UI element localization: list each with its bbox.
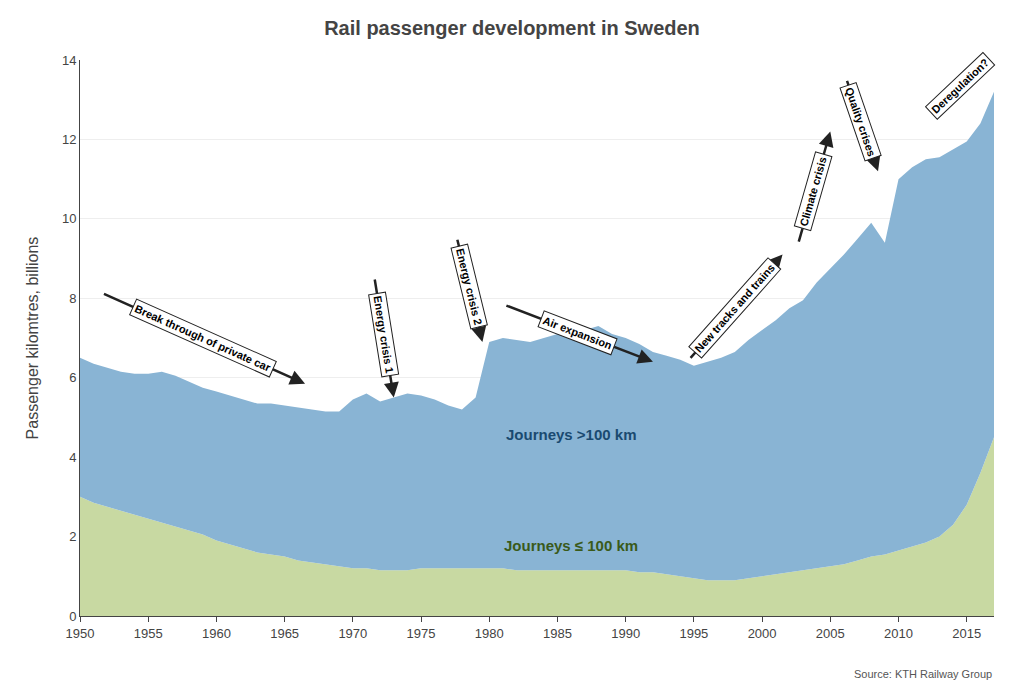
svg-text:1965: 1965	[270, 626, 299, 641]
svg-text:8: 8	[69, 291, 76, 306]
svg-text:Passenger kilomtres, billions: Passenger kilomtres, billions	[24, 237, 41, 440]
svg-text:1995: 1995	[679, 626, 708, 641]
svg-text:2000: 2000	[748, 626, 777, 641]
svg-text:Air expansion: Air expansion	[541, 314, 613, 351]
svg-text:1990: 1990	[611, 626, 640, 641]
svg-text:Journeys ≤ 100 km: Journeys ≤ 100 km	[504, 537, 638, 554]
svg-text:12: 12	[62, 132, 76, 147]
svg-text:Source: KTH Railway Group: Source: KTH Railway Group	[854, 668, 992, 680]
svg-text:2010: 2010	[884, 626, 913, 641]
svg-text:1980: 1980	[475, 626, 504, 641]
svg-text:Journeys >100 km: Journeys >100 km	[506, 426, 637, 443]
svg-text:Energy crisis 1: Energy crisis 1	[372, 295, 396, 374]
svg-text:2015: 2015	[952, 626, 981, 641]
svg-text:2: 2	[69, 529, 76, 544]
svg-text:1960: 1960	[202, 626, 231, 641]
svg-text:1955: 1955	[134, 626, 163, 641]
svg-text:Quality crises: Quality crises	[843, 86, 878, 158]
svg-text:1975: 1975	[407, 626, 436, 641]
svg-text:10: 10	[62, 211, 76, 226]
svg-text:Deregulation?: Deregulation?	[929, 56, 991, 116]
svg-text:4: 4	[69, 450, 76, 465]
svg-text:0: 0	[69, 609, 76, 624]
svg-text:New tracks and trains: New tracks and trains	[692, 262, 777, 355]
svg-text:Energy crisis 2: Energy crisis 2	[454, 247, 484, 326]
svg-text:1985: 1985	[543, 626, 572, 641]
svg-text:2005: 2005	[816, 626, 845, 641]
svg-text:1970: 1970	[338, 626, 367, 641]
svg-text:1950: 1950	[66, 626, 95, 641]
svg-text:Break through of private car: Break through of private car	[133, 302, 273, 373]
svg-text:Rail passenger development in: Rail passenger development in Sweden	[324, 17, 700, 39]
svg-text:Climate crisis: Climate crisis	[797, 155, 828, 227]
svg-text:6: 6	[69, 370, 76, 385]
svg-text:14: 14	[62, 53, 76, 68]
